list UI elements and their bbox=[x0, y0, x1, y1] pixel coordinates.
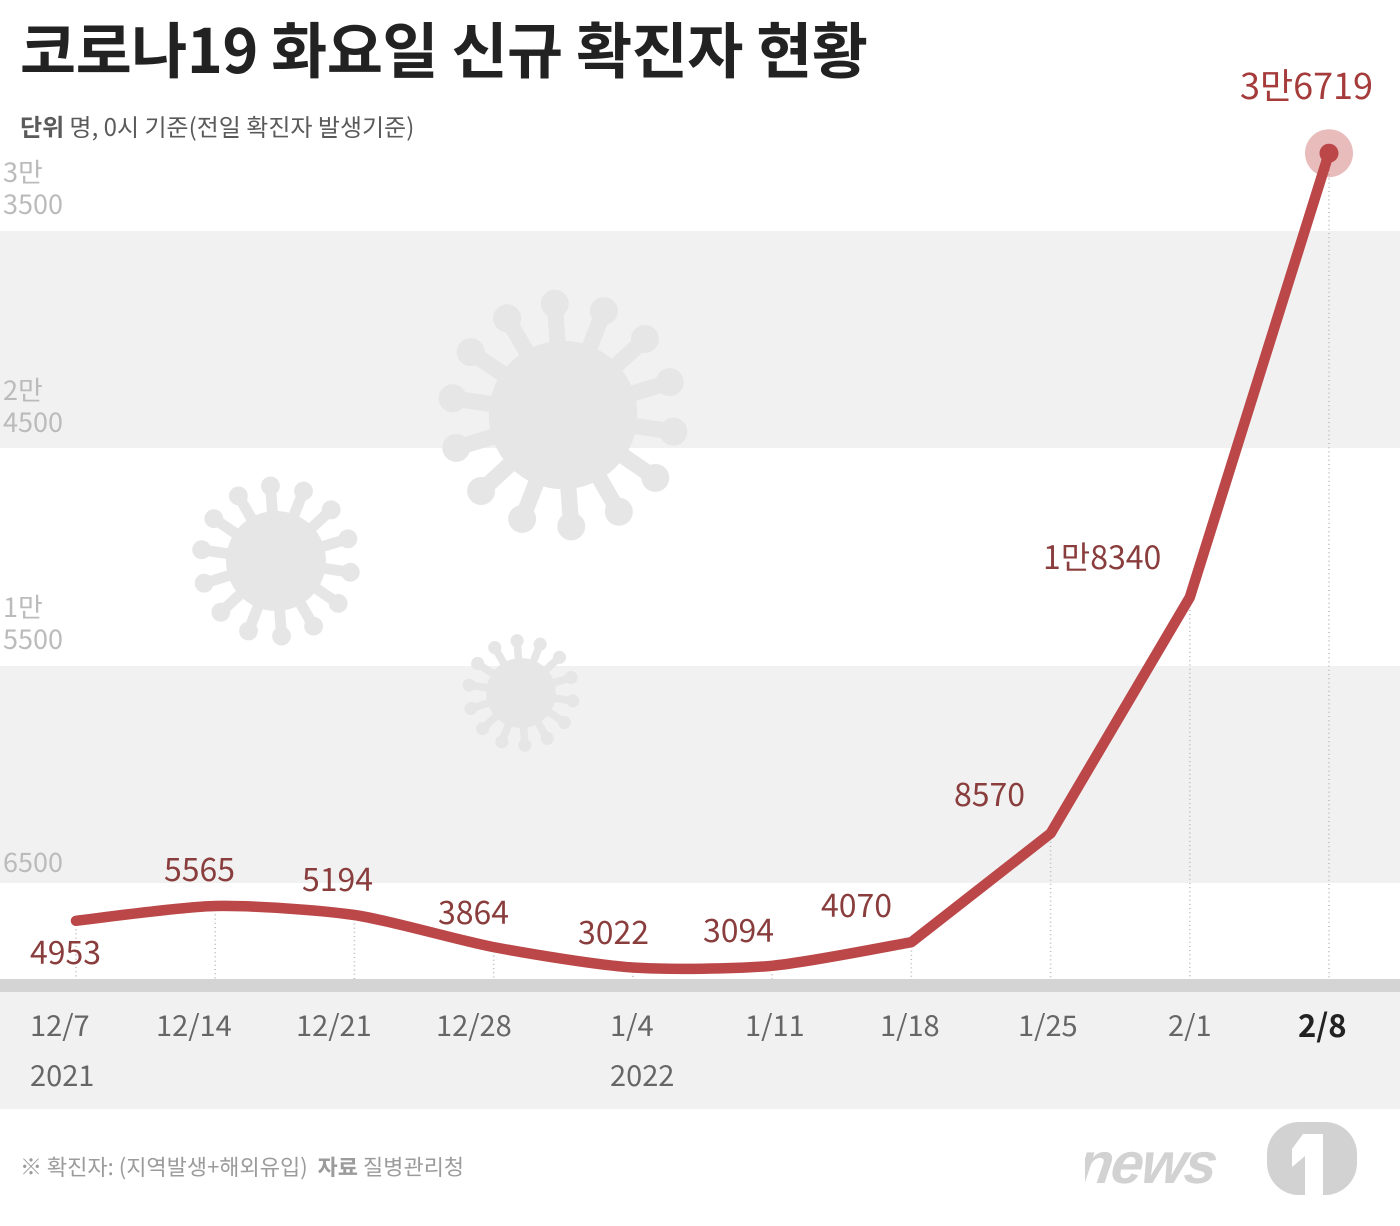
svg-text:news: news bbox=[1085, 1131, 1221, 1196]
